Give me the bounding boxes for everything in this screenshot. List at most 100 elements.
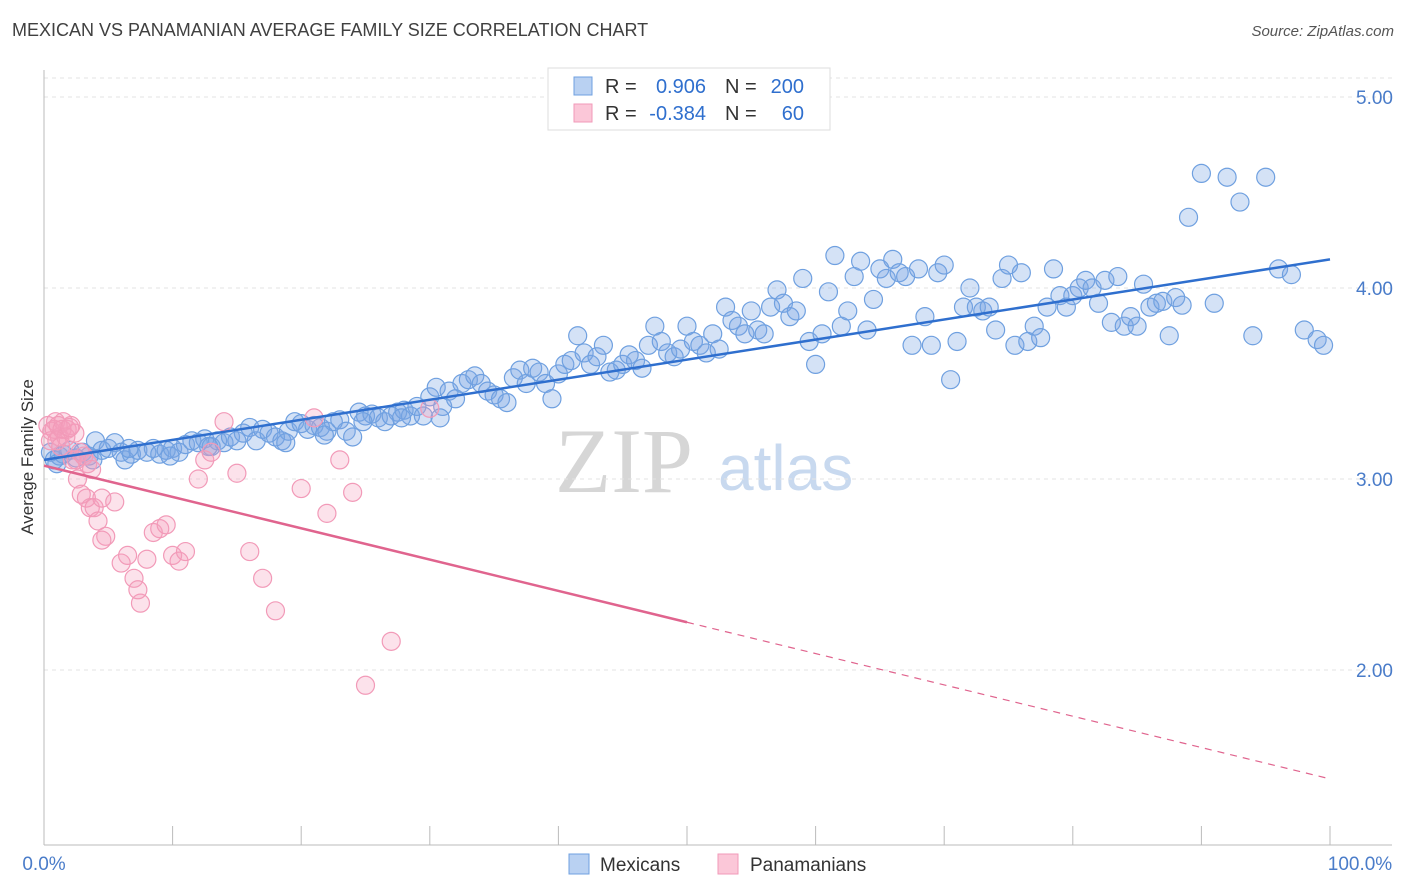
- mexicans-point: [805, 354, 826, 374]
- mexicans-point: [1313, 335, 1334, 355]
- mexicans-point: [568, 326, 588, 346]
- mexicans-point: [1217, 167, 1237, 187]
- panamanians-trend-line: [43, 464, 688, 624]
- mexicans-point: [1121, 307, 1141, 327]
- mexicans-point: [793, 268, 813, 289]
- mexicans-point: [391, 408, 412, 428]
- panamanians-point: [44, 419, 64, 439]
- mexicans-point: [1076, 270, 1096, 290]
- y-tick-label: 4.00: [1356, 279, 1393, 300]
- y-tick-label: 5.00: [1356, 88, 1393, 109]
- panamanians-point: [92, 530, 112, 550]
- mexicans-point: [574, 343, 594, 363]
- panamanians-point: [195, 450, 215, 470]
- panamanians-point: [240, 541, 260, 562]
- mexicans-point: [651, 331, 671, 352]
- mexicans-point: [542, 389, 562, 409]
- mexicans-point: [529, 362, 549, 382]
- x-tick-label-min: 0.0%: [22, 854, 65, 875]
- mexicans-point: [1159, 326, 1179, 346]
- mexicans-point: [1172, 295, 1192, 315]
- mexicans-point: [160, 446, 180, 466]
- mexicans-point: [870, 259, 890, 279]
- mexicans-point: [1108, 266, 1128, 287]
- panamanians-point: [51, 436, 71, 457]
- mexicans-point: [638, 335, 659, 355]
- legend-swatch-panamanians: [717, 853, 739, 875]
- panamanians-point: [88, 511, 108, 531]
- panamanians-point: [253, 568, 273, 588]
- panamanians-point: [156, 515, 176, 535]
- panamanians-point: [188, 469, 208, 489]
- panamanians-point: [214, 412, 234, 432]
- stats-n-value-mexicans: 200: [771, 76, 804, 98]
- mexicans-point: [625, 350, 646, 371]
- mexicans-point: [902, 335, 922, 355]
- panamanians-point: [117, 545, 138, 566]
- panamanians-point: [201, 442, 221, 462]
- grid-layer: [44, 77, 1392, 671]
- stats-swatch-mexicans: [573, 76, 593, 96]
- y-axis-title: Average Family Size: [18, 379, 37, 535]
- panamanians-point: [227, 463, 247, 483]
- stats-r-label-panamanians: R =: [605, 103, 637, 125]
- panamanians-point: [420, 398, 440, 418]
- legend-label-panamanians: Panamanians: [750, 855, 866, 876]
- panamanians-point: [40, 431, 61, 451]
- mexicans-point: [1191, 163, 1212, 183]
- watermark: ZIP atlas: [555, 410, 853, 512]
- panamanians-point: [381, 631, 401, 651]
- chart-title: MEXICAN VS PANAMANIAN AVERAGE FAMILY SIZ…: [12, 20, 649, 40]
- mexicans-point: [497, 393, 517, 413]
- panamanians-point: [169, 551, 189, 571]
- mexicans-point: [353, 412, 373, 432]
- mexicans-point: [760, 297, 781, 317]
- mexicans-point: [1101, 312, 1121, 332]
- mexicans-point: [741, 301, 761, 321]
- panamanians-trend-extension: [686, 621, 1331, 780]
- stats-r-value-panamanians: -0.384: [649, 103, 706, 125]
- mexicans-point: [690, 335, 710, 355]
- legend-label-mexicans: Mexicans: [600, 855, 680, 876]
- panamanians-point: [128, 580, 148, 600]
- trend-lines: [43, 258, 1331, 780]
- mexicans-point: [960, 278, 980, 298]
- mexicans-point: [227, 431, 247, 451]
- stats-box: R = 0.906 N = 200 R = -0.384 N = 60: [547, 67, 831, 131]
- mexicans-point: [276, 433, 296, 453]
- mexicans-point: [1204, 293, 1224, 313]
- mexicans-point: [593, 335, 614, 355]
- watermark-zip: ZIP: [555, 410, 693, 512]
- stats-n-label-mexicans: N =: [725, 76, 757, 98]
- mexicans-point: [934, 255, 954, 275]
- stats-n-value-panamanians: 60: [782, 103, 804, 125]
- mexicans-point: [986, 320, 1006, 340]
- panamanians-point: [60, 417, 80, 438]
- panamanians-point: [76, 488, 97, 508]
- stats-r-label-mexicans: R =: [605, 76, 637, 98]
- mexicans-point: [728, 316, 749, 336]
- legend: Mexicans Panamanians: [568, 853, 866, 876]
- chart-source: Source: ZipAtlas.com: [1251, 23, 1394, 40]
- mexicans-point: [1153, 291, 1173, 311]
- mexicans-point: [314, 425, 334, 445]
- mexicans-point: [413, 406, 433, 426]
- mexicans-point: [928, 263, 948, 283]
- panamanians-point: [343, 482, 363, 502]
- mexicans-point: [1166, 287, 1186, 308]
- mexicans-point: [754, 324, 774, 344]
- panamanians-points: [38, 398, 440, 695]
- mexicans-point: [1031, 328, 1051, 348]
- panamanians-point: [92, 488, 112, 508]
- panamanians-point: [330, 450, 350, 470]
- mexicans-point: [343, 427, 363, 447]
- mexicans-point: [587, 347, 607, 367]
- y-tick-label: 2.00: [1356, 661, 1393, 682]
- watermark-atlas: atlas: [718, 432, 853, 504]
- mexicans-trend-line: [43, 258, 1331, 462]
- mexicans-point: [580, 354, 601, 374]
- x-tick-marks: [172, 826, 1331, 845]
- y-tick-labels: 2.00 3.00 4.00 5.00: [1356, 88, 1393, 682]
- panamanians-point: [291, 478, 311, 499]
